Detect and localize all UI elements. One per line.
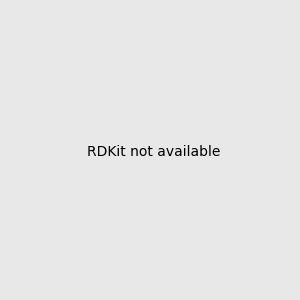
Text: RDKit not available: RDKit not available xyxy=(87,145,220,158)
